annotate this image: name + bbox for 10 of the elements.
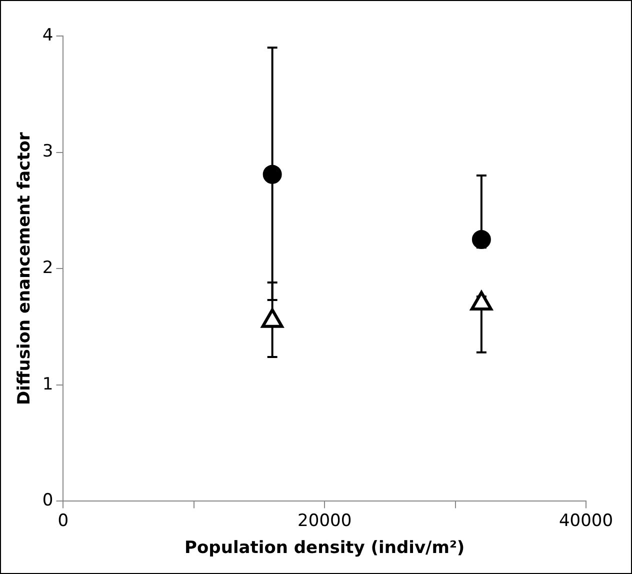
- y-axis-title: Diffusion enancement factor: [14, 132, 35, 405]
- x-tick-label: 40000: [558, 510, 614, 531]
- x-tick-label: 0: [58, 510, 69, 531]
- x-tick-label: 20000: [298, 510, 352, 531]
- y-tick-label: 2: [42, 258, 54, 278]
- y-tick-label: 1: [42, 374, 54, 394]
- y-tick-label: 4: [42, 25, 54, 46]
- x-axis-title: Population density (indiv/m²): [184, 538, 465, 558]
- y-tick-label: 0: [42, 490, 54, 511]
- y-tick-label: 3: [42, 142, 54, 162]
